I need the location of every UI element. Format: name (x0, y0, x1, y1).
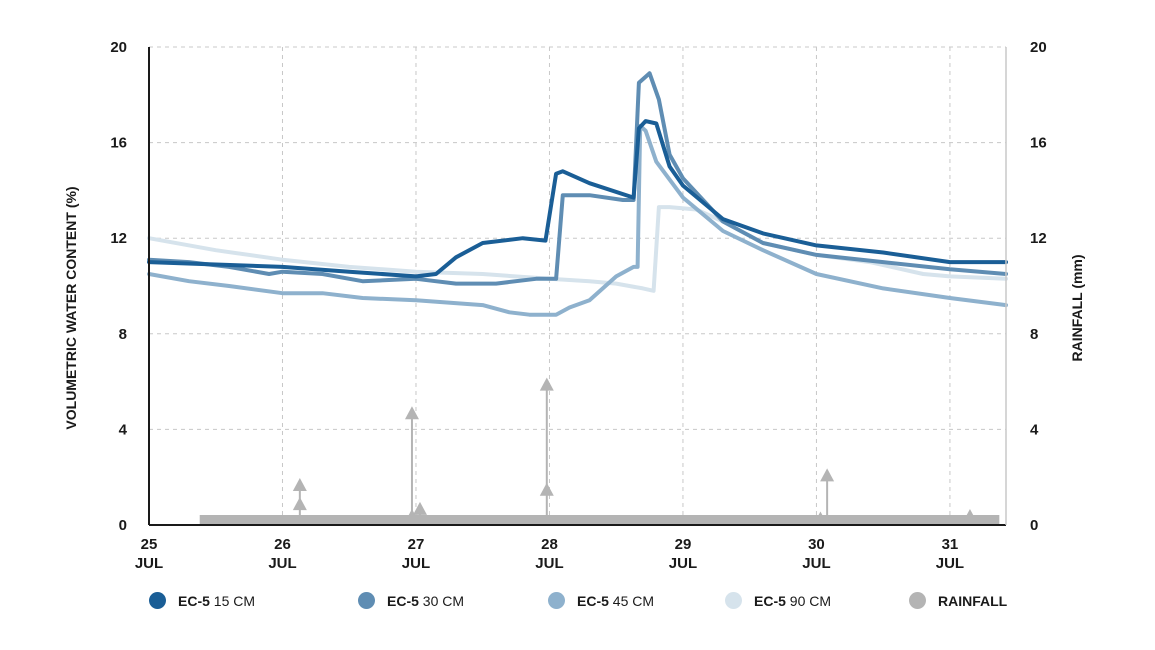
rainfall-marker (820, 468, 835, 482)
y-axis-title: VOLUMETRIC WATER CONTENT (%) (63, 186, 79, 429)
legend-item-ec5-45cm: EC-5 45 CM (548, 592, 654, 609)
x-tick-month: JUL (936, 555, 964, 572)
series-line-ec-5-90-cm (147, 205, 1008, 293)
x-tick-month: JUL (135, 555, 163, 572)
rainfall-layer (199, 377, 1000, 525)
rainfall-marker (539, 377, 554, 391)
legend-label-ec5-90cm: EC-5 90 CM (754, 592, 832, 609)
legend-swatch-ec5-90cm (725, 592, 742, 609)
grid-lines (149, 46, 1006, 525)
legend-item-ec5-15cm: EC-5 15 CM (149, 592, 255, 609)
rainfall-baseline (199, 515, 1000, 524)
y-tick-label: 8 (119, 326, 127, 343)
legend-label-ec5-30cm: EC-5 30 CM (387, 592, 465, 609)
y2-tick-label: 16 (1030, 135, 1047, 152)
y2-tick-label: 12 (1030, 230, 1047, 247)
y-tick-label: 0 (119, 517, 127, 534)
y-tick-label: 16 (110, 135, 127, 152)
y-tick-label: 4 (119, 421, 128, 438)
legend-swatch-ec5-45cm (548, 592, 565, 609)
x-tick-month: JUL (802, 555, 830, 572)
x-tick-day: 30 (808, 536, 825, 553)
chart-svg: 0 0 4 4 8 8 12 12 16 16 20 20 25 JUL 26 JUL 27 JUL 28 JUL 29… (63, 39, 1085, 572)
legend-item-rainfall: RAINFALL (909, 592, 1007, 609)
y2-tick-label: 4 (1030, 421, 1039, 438)
legend-label-rainfall: RAINFALL (938, 592, 1008, 609)
y2-tick-label: 8 (1030, 326, 1038, 343)
x-tick-month: JUL (669, 555, 697, 572)
rainfall-marker (404, 406, 419, 420)
rainfall-marker (412, 501, 427, 515)
y-tick-label: 12 (110, 230, 127, 247)
series-line-ec-5-45-cm (147, 123, 1008, 317)
legend-label-ec5-15cm: EC-5 15 CM (178, 592, 256, 609)
legend-swatch-ec5-30cm (358, 592, 375, 609)
y-tick-label: 20 (110, 39, 127, 56)
rainfall-marker (404, 509, 419, 523)
y2-tick-label: 20 (1030, 39, 1047, 56)
x-tick-day: 29 (675, 536, 692, 553)
rainfall-marker (813, 511, 828, 525)
x-tick-day: 26 (274, 536, 291, 553)
y2-tick-label: 0 (1030, 517, 1038, 534)
rainfall-marker (292, 477, 307, 491)
x-tick-day: 31 (942, 536, 959, 553)
legend-item-ec5-30cm: EC-5 30 CM (358, 592, 464, 609)
rainfall-marker (962, 509, 977, 523)
x-tick-day: 28 (541, 536, 558, 553)
rainfall-marker (539, 482, 554, 496)
axes (148, 47, 1007, 526)
legend-item-ec5-90cm: EC-5 90 CM (725, 592, 831, 609)
x-tick-month: JUL (268, 555, 296, 572)
x-tick-month: JUL (535, 555, 563, 572)
rainfall-marker (292, 497, 307, 511)
y2-axis-title: RAINFALL (mm) (1069, 254, 1085, 361)
x-tick-day: 27 (408, 536, 425, 553)
x-tick-day: 25 (141, 536, 158, 553)
legend-swatch-ec5-15cm (149, 592, 166, 609)
legend-swatch-rainfall (909, 592, 926, 609)
tick-labels: 0 0 4 4 8 8 12 12 16 16 20 20 25 JUL 26 JUL 27 JUL 28 JUL 29… (110, 39, 1046, 572)
series-layer (147, 71, 1008, 317)
legend-label-ec5-45cm: EC-5 45 CM (577, 592, 655, 609)
legend: EC-5 15 CM EC-5 30 CM EC-5 45 CM EC-5 90… (0, 592, 1155, 614)
series-line-ec-5-30-cm (147, 71, 1008, 286)
series-line-ec-5-15-cm (147, 119, 1008, 279)
x-tick-month: JUL (402, 555, 430, 572)
